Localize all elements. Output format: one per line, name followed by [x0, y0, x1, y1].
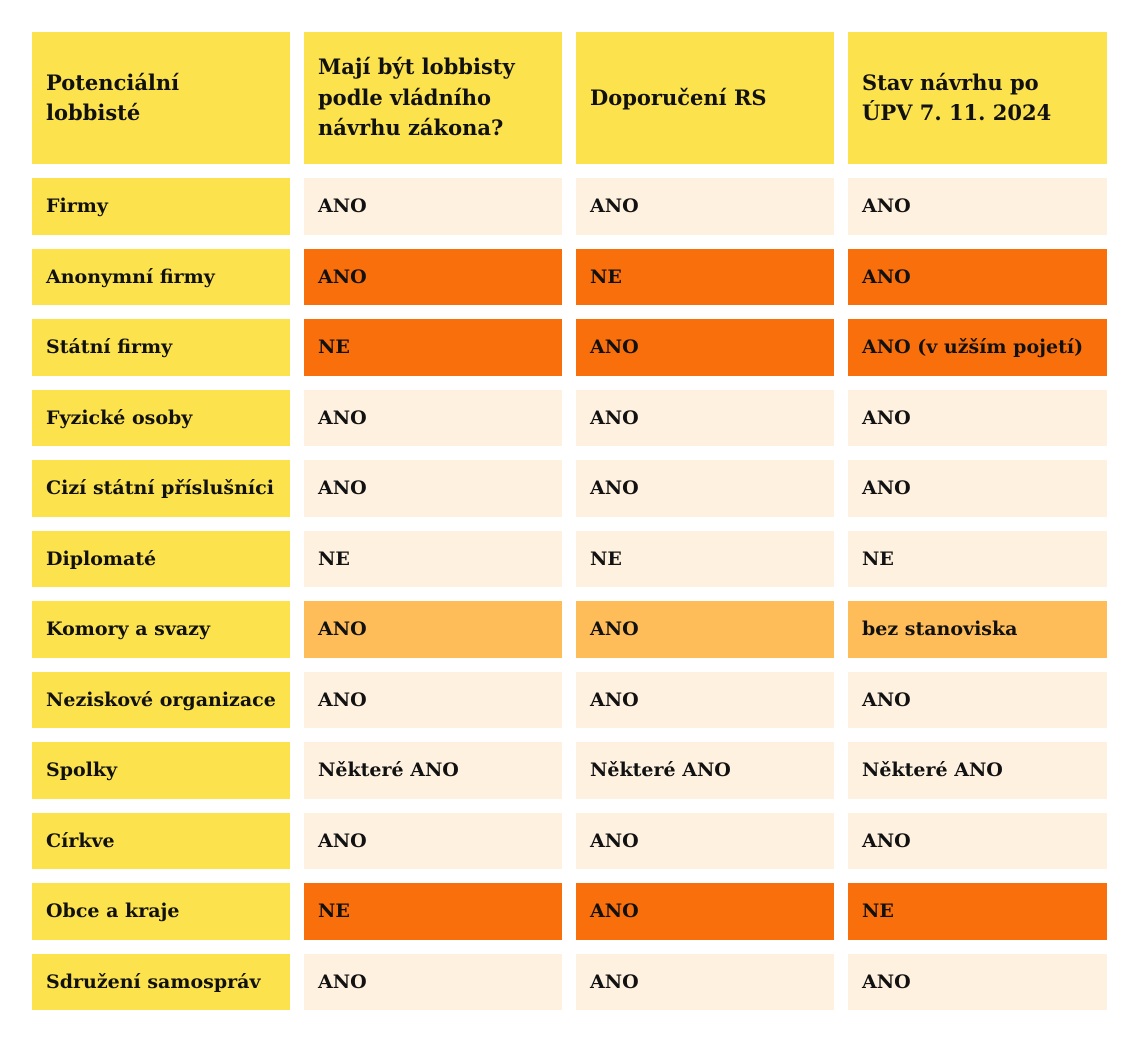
value-cell: ANO: [576, 601, 834, 658]
value-cell: Některé ANO: [304, 742, 562, 799]
value-cell: ANO (v užším pojetí): [848, 319, 1107, 376]
value-cell: ANO: [576, 178, 834, 235]
value-cell: ANO: [848, 812, 1107, 869]
row-label: Neziskové organizace: [32, 671, 290, 728]
row-label: Diplomaté: [32, 530, 290, 587]
header-cell: Potenciální lobbisté: [32, 32, 290, 164]
value-cell: ANO: [576, 671, 834, 728]
value-cell: NE: [848, 530, 1107, 587]
value-cell: ANO: [576, 460, 834, 517]
value-cell: ANO: [304, 178, 562, 235]
value-cell: ANO: [304, 812, 562, 869]
value-cell: ANO: [304, 671, 562, 728]
row-label: Státní firmy: [32, 319, 290, 376]
value-cell: ANO: [848, 248, 1107, 305]
value-cell: ANO: [304, 953, 562, 1010]
value-cell: ANO: [304, 389, 562, 446]
value-cell: NE: [576, 248, 834, 305]
value-cell: Některé ANO: [848, 742, 1107, 799]
row-label: Církve: [32, 812, 290, 869]
value-cell: ANO: [848, 671, 1107, 728]
value-cell: NE: [304, 883, 562, 940]
value-cell: NE: [576, 530, 834, 587]
header-cell: Doporučení RS: [576, 32, 834, 164]
lobbyist-comparison-table: Potenciální lobbisté Mají být lobbisty p…: [32, 32, 1107, 1010]
value-cell: ANO: [848, 178, 1107, 235]
value-cell: ANO: [304, 460, 562, 517]
value-cell: ANO: [848, 460, 1107, 517]
header-cell: Mají být lobbisty podle vládního návrhu …: [304, 32, 562, 164]
value-cell: ANO: [304, 248, 562, 305]
value-cell: ANO: [576, 319, 834, 376]
value-cell: ANO: [848, 389, 1107, 446]
value-cell: ANO: [576, 389, 834, 446]
value-cell: Některé ANO: [576, 742, 834, 799]
row-label: Obce a kraje: [32, 883, 290, 940]
row-label: Spolky: [32, 742, 290, 799]
header-cell: Stav návrhu po ÚPV 7. 11. 2024: [848, 32, 1107, 164]
value-cell: ANO: [576, 883, 834, 940]
value-cell: ANO: [576, 953, 834, 1010]
row-label: Komory a svazy: [32, 601, 290, 658]
row-label: Firmy: [32, 178, 290, 235]
row-label: Sdružení samospráv: [32, 953, 290, 1010]
value-cell: NE: [848, 883, 1107, 940]
value-cell: ANO: [848, 953, 1107, 1010]
value-cell: NE: [304, 319, 562, 376]
row-label: Cizí státní příslušníci: [32, 460, 290, 517]
value-cell: bez stanoviska: [848, 601, 1107, 658]
value-cell: ANO: [576, 812, 834, 869]
row-label: Anonymní firmy: [32, 248, 290, 305]
row-label: Fyzické osoby: [32, 389, 290, 446]
value-cell: ANO: [304, 601, 562, 658]
value-cell: NE: [304, 530, 562, 587]
